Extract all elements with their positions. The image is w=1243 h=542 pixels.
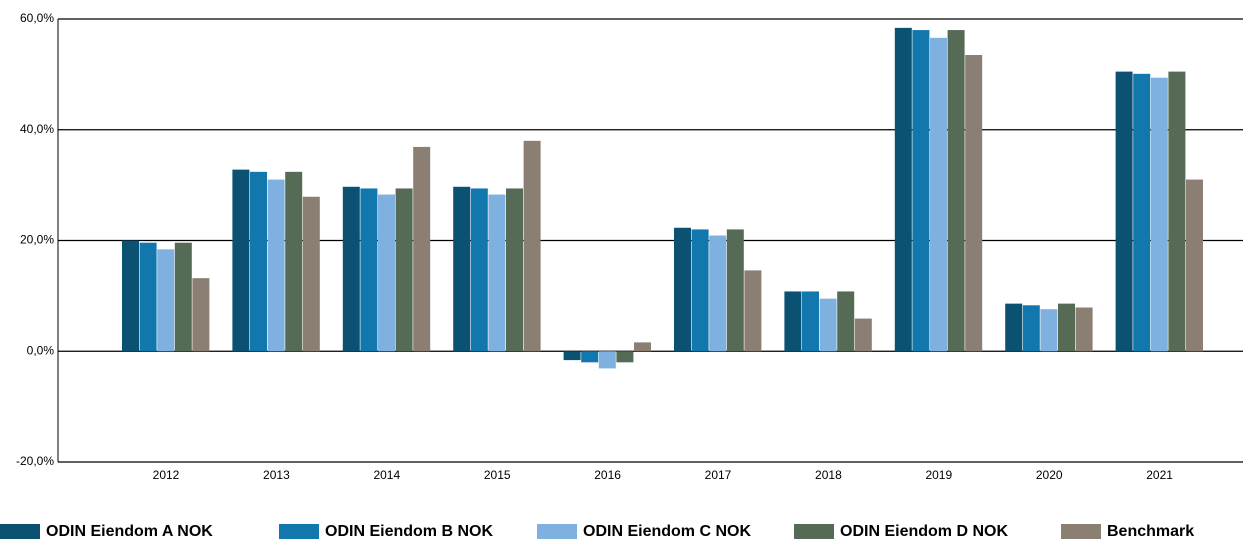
- bar: [413, 146, 431, 352]
- bar: [1133, 73, 1151, 352]
- bar: [1005, 303, 1023, 352]
- bar: [360, 188, 378, 352]
- bar: [488, 194, 506, 352]
- y-tick-label: -20,0%: [16, 454, 54, 468]
- bar: [267, 179, 285, 352]
- legend-swatch: [794, 524, 834, 539]
- y-tick-label: 60,0%: [20, 11, 54, 25]
- bar: [744, 270, 762, 352]
- bar: [1022, 305, 1040, 352]
- y-tick-label: 40,0%: [20, 122, 54, 136]
- bar: [1075, 307, 1093, 352]
- bar: [139, 242, 157, 352]
- bar: [709, 235, 727, 352]
- y-tick-label: 20,0%: [20, 233, 54, 247]
- bar: [342, 186, 360, 352]
- x-tick-label: 2019: [925, 468, 952, 482]
- bar: [784, 291, 802, 352]
- bar: [1058, 303, 1075, 352]
- bar: [802, 291, 819, 352]
- bar: [854, 318, 872, 352]
- bar: [1040, 309, 1058, 352]
- bar: [506, 188, 523, 352]
- bar: [598, 351, 616, 369]
- legend-swatch: [1061, 524, 1101, 539]
- legend-text: Benchmark: [1107, 523, 1194, 540]
- bar: [634, 342, 651, 352]
- bar: [947, 30, 965, 352]
- bar: [930, 37, 947, 352]
- bar: [1150, 77, 1168, 352]
- legend-swatch: [0, 524, 40, 539]
- bar: [912, 30, 930, 352]
- bar: [1168, 71, 1186, 352]
- bar: [250, 171, 267, 352]
- bar: [726, 229, 744, 352]
- x-tick-label: 2013: [263, 468, 290, 482]
- bar: [563, 351, 581, 361]
- bar: [819, 298, 837, 352]
- bar: [395, 188, 413, 352]
- x-tick-label: 2020: [1036, 468, 1063, 482]
- bar: [470, 188, 488, 352]
- bar: [378, 194, 395, 352]
- bar: [965, 54, 983, 352]
- bar: [122, 240, 139, 352]
- legend-text: ODIN Eiendom A NOK: [46, 523, 213, 540]
- x-tick-label: 2021: [1146, 468, 1173, 482]
- bar: [691, 229, 709, 352]
- bar: [1186, 179, 1203, 352]
- bar: [285, 171, 303, 352]
- legend-swatch: [537, 524, 577, 539]
- legend-text: ODIN Eiendom D NOK: [840, 523, 1008, 540]
- legend-text: ODIN Eiendom C NOK: [583, 523, 751, 540]
- bar: [232, 169, 250, 352]
- legend-swatch: [279, 524, 319, 539]
- bar: [581, 351, 599, 363]
- x-tick-label: 2014: [373, 468, 400, 482]
- legend-text: ODIN Eiendom B NOK: [325, 523, 493, 540]
- bar: [894, 27, 912, 352]
- x-tick-label: 2018: [815, 468, 842, 482]
- x-tick-label: 2012: [153, 468, 180, 482]
- bar: [192, 278, 210, 352]
- bar: [837, 291, 855, 352]
- bar: [174, 242, 192, 352]
- y-tick-label: 0,0%: [27, 343, 55, 357]
- x-tick-label: 2015: [484, 468, 511, 482]
- x-tick-label: 2017: [705, 468, 732, 482]
- bar: [1115, 71, 1133, 352]
- bar: [157, 249, 175, 352]
- bar: [616, 351, 634, 363]
- x-tick-label: 2016: [594, 468, 621, 482]
- bar: [523, 140, 541, 352]
- bar: [674, 227, 691, 352]
- bar: [453, 186, 471, 352]
- bar: [302, 196, 320, 352]
